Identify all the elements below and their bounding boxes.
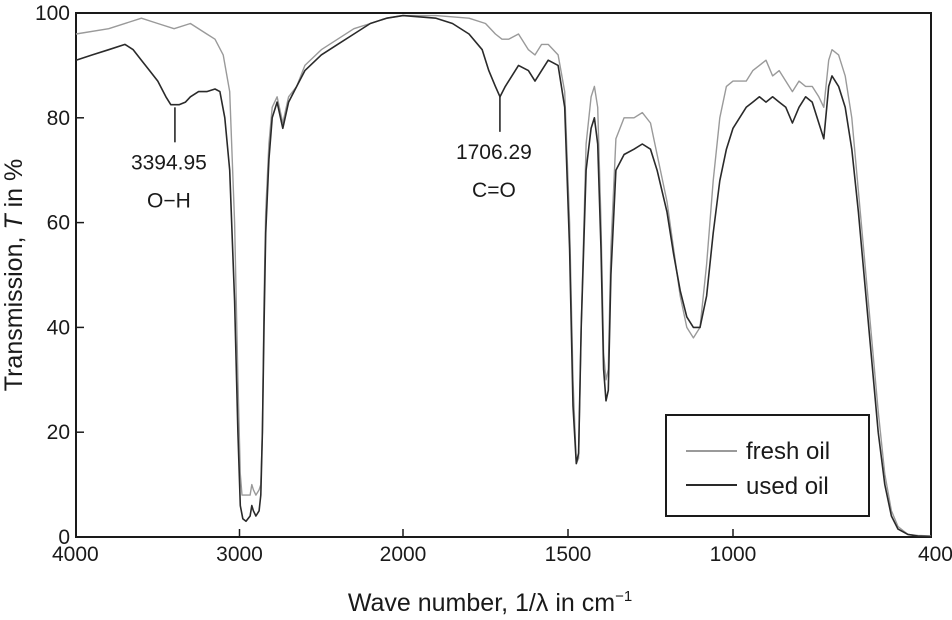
x-axis-label: Wave number, 1/λ in cm−1	[348, 588, 632, 617]
x-tick-label: 3000	[216, 543, 263, 566]
y-tick-label: 100	[35, 2, 70, 25]
y-tick-label: 60	[47, 212, 70, 235]
plot-frame	[75, 12, 932, 538]
legend-label-used-oil: used oil	[746, 473, 829, 500]
x-axis-label-text: Wave number, 1/λ in cm	[348, 589, 615, 617]
legend-box	[665, 414, 870, 517]
annotation-wavenumber: 3394.95	[131, 151, 207, 174]
annotation-group: C=O	[472, 179, 516, 202]
y-axis-label: Transmission, T in %	[0, 159, 28, 391]
legend: fresh oil used oil	[665, 414, 870, 517]
y-tick-label: 80	[47, 107, 70, 130]
x-tick-label: 1500	[545, 543, 592, 566]
x-tick-label: 2000	[380, 543, 427, 566]
peak-annotations: 3394.95 O−H 1706.29 C=O	[131, 96, 532, 212]
x-tick-label: 1000	[710, 543, 757, 566]
x-axis-ticks: 4000 3000 2000 1500 1000 400	[52, 529, 952, 566]
series-line-used-oil	[75, 14, 932, 538]
annotation-wavenumber: 1706.29	[456, 141, 532, 164]
y-tick-label: 20	[47, 421, 70, 444]
y-axis-ticks: 0 20 40 60 80 100	[35, 2, 84, 549]
y-tick-label: 40	[47, 316, 70, 339]
x-tick-label: 400	[918, 543, 952, 566]
x-tick-label: 4000	[52, 543, 99, 566]
series-lines	[75, 14, 932, 538]
legend-label-fresh-oil: fresh oil	[746, 438, 830, 465]
x-axis-label-superscript: −1	[615, 588, 632, 605]
y-tick-label: 0	[58, 526, 70, 549]
annotation-group: O−H	[147, 189, 191, 212]
